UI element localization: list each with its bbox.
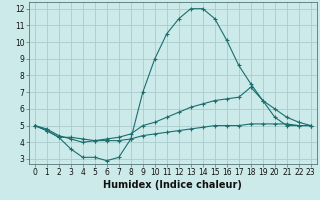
X-axis label: Humidex (Indice chaleur): Humidex (Indice chaleur) <box>103 180 242 190</box>
